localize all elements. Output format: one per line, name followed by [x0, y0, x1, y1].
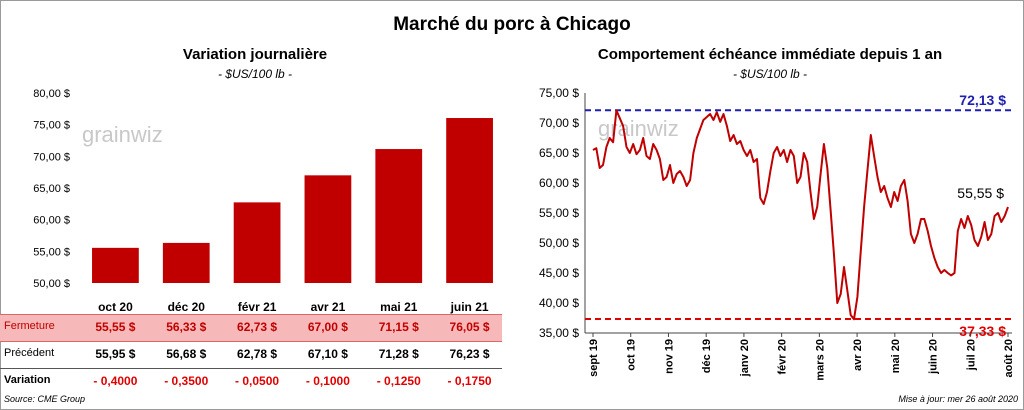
x-tick-label: avr 21: [311, 300, 346, 314]
x-tick-label: juil 20: [965, 339, 977, 371]
y-tick-label: 65,00 $: [33, 183, 70, 195]
left-chart-title: Variation journalière: [182, 46, 328, 63]
y-tick-label: 65,00 $: [539, 146, 579, 160]
precedent-cell: 62,78 $: [237, 347, 278, 361]
x-tick-label: août 20: [1003, 339, 1015, 378]
y-tick-label: 40,00 $: [539, 296, 579, 310]
x-tick-label: sept 19: [588, 339, 600, 377]
x-tick-label: avr 20: [852, 339, 864, 371]
bar: [375, 149, 423, 283]
watermark: grainwiz: [82, 122, 163, 147]
x-tick-label: déc 19: [701, 339, 713, 373]
fermeture-row-background: [0, 314, 502, 342]
x-tick-label: mai 20: [890, 339, 902, 373]
fermeture-cell: 56,33 $: [166, 320, 207, 334]
x-tick-label: févr 21: [238, 300, 277, 314]
x-tick-label: mars 20: [814, 339, 826, 381]
precedent-label: Précédent: [4, 347, 55, 359]
y-tick-label: 80,00 $: [33, 88, 70, 100]
price-line: [592, 109, 1009, 321]
x-tick-label: oct 20: [98, 300, 133, 314]
y-tick-label: 50,00 $: [539, 236, 579, 250]
x-tick-label: oct 19: [626, 339, 638, 371]
bar: [92, 247, 139, 283]
bar: [304, 175, 352, 283]
update-note: Mise à jour: mer 26 août 2020: [898, 394, 1018, 404]
variation-cell: - 0,4000: [93, 374, 138, 388]
table-separator: [0, 368, 502, 369]
bar: [162, 242, 210, 283]
y-tick-label: 35,00 $: [539, 326, 579, 340]
variation-cell: - 0,3500: [164, 374, 209, 388]
left-chart-unit: - $US/100 lb -: [217, 67, 293, 81]
watermark: grainwiz: [598, 116, 679, 141]
fermeture-cell: 67,00 $: [307, 320, 348, 334]
y-tick-label: 75,00 $: [33, 120, 70, 132]
y-tick-label: 60,00 $: [33, 215, 70, 227]
fermeture-cell: 71,15 $: [378, 320, 419, 334]
x-tick-label: juin 21: [450, 300, 489, 314]
low-label: 37,33 $: [959, 323, 1006, 339]
last-value-label: 55,55 $: [957, 185, 1004, 201]
y-tick-label: 75,00 $: [539, 86, 579, 100]
precedent-cell: 67,10 $: [307, 347, 348, 361]
y-tick-label: 55,00 $: [33, 246, 70, 258]
fermeture-cell: 62,73 $: [237, 320, 278, 334]
precedent-cell: 56,68 $: [166, 347, 207, 361]
precedent-cell: 76,23 $: [449, 347, 490, 361]
x-tick-label: févr 20: [777, 339, 789, 374]
bar: [446, 118, 493, 283]
line-chart: grainwiz 35,00 $ 40,00 $ 45,00 $ 50,00 $ 55,0…: [539, 86, 1015, 381]
variation-cell: - 0,1000: [305, 374, 350, 388]
right-chart-unit: - $US/100 lb -: [732, 67, 808, 81]
variation-cell: - 0,1250: [376, 374, 421, 388]
variation-cell: - 0,0500: [235, 374, 280, 388]
page-title: Marché du porc à Chicago: [393, 14, 631, 35]
bar: [233, 202, 281, 283]
y-tick-label: 70,00 $: [539, 116, 579, 130]
y-tick-label: 50,00 $: [33, 278, 70, 290]
y-tick-label: 60,00 $: [539, 176, 579, 190]
variation-cell: - 0,1750: [447, 374, 492, 388]
y-tick-label: 45,00 $: [539, 266, 579, 280]
fermeture-label: Fermeture: [4, 320, 55, 332]
x-tick-label: nov 19: [663, 339, 675, 374]
high-label: 72,13 $: [959, 92, 1006, 108]
x-tick-label: janv 20: [739, 339, 751, 377]
variation-label: Variation: [4, 374, 51, 386]
precedent-cell: 71,28 $: [378, 347, 419, 361]
precedent-cell: 55,95 $: [95, 347, 136, 361]
x-tick-label: mai 21: [380, 300, 418, 314]
bar-chart: grainwiz 50,00 $ 55,00 $ 60,00 $ 65,00 $ 70,0…: [33, 88, 493, 314]
fermeture-cell: 76,05 $: [449, 320, 490, 334]
fermeture-cell: 55,55 $: [95, 320, 136, 334]
y-tick-label: 70,00 $: [33, 151, 70, 163]
x-tick-label: juin 20: [928, 339, 940, 375]
x-tick-label: déc 20: [168, 300, 206, 314]
source-note: Source: CME Group: [4, 394, 86, 404]
y-tick-label: 55,00 $: [539, 206, 579, 220]
right-chart-title: Comportement échéance immédiate depuis 1…: [597, 46, 943, 63]
